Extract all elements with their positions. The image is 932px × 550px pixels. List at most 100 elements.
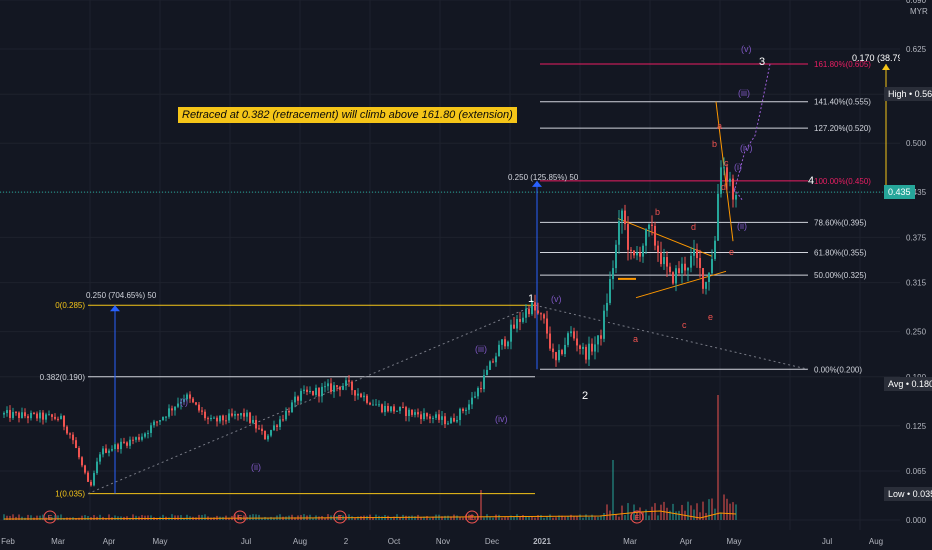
candle-body [678, 268, 680, 274]
candle-body [501, 339, 503, 345]
volume-bar [687, 501, 689, 520]
volume-bar [162, 514, 164, 520]
candle-body [51, 414, 53, 417]
candle-body [699, 258, 701, 269]
candle-body [432, 417, 434, 419]
time-tick-label: Apr [680, 537, 693, 546]
candle-body [291, 402, 293, 413]
candle-body [204, 411, 206, 419]
candle-body [636, 252, 638, 256]
event-marker-label: E [470, 515, 475, 522]
volume-bar [9, 515, 11, 520]
candle-body [60, 415, 62, 420]
volume-bar [519, 516, 521, 520]
volume-bar [171, 514, 173, 520]
volume-bar [108, 514, 110, 520]
candle-body [672, 272, 674, 284]
volume-bar [537, 515, 539, 520]
candle-body [285, 410, 287, 420]
candle-body [153, 421, 155, 426]
volume-bar [459, 517, 461, 520]
candle-body [732, 178, 734, 200]
candle-body [246, 412, 248, 417]
candle-body [489, 361, 491, 370]
event-marker [465, 510, 479, 524]
volume-bar [429, 517, 431, 520]
candle-body [483, 375, 485, 390]
wave-label: (iii) [475, 344, 487, 354]
candle-body [708, 273, 710, 282]
candle-body [255, 419, 257, 429]
candle-body [123, 441, 125, 443]
candle-body [234, 414, 236, 416]
candle-body [447, 423, 449, 425]
price-tick-label: 0.190 [906, 373, 927, 382]
candle-body [333, 385, 335, 392]
price-tick-label: 0.065 [906, 467, 927, 476]
time-tick-label: Aug [869, 537, 883, 546]
candle-body [420, 414, 422, 420]
volume-bars [3, 395, 737, 520]
candle-body [711, 258, 713, 274]
candle-body [45, 414, 47, 420]
candle-body [129, 439, 131, 446]
price-tick-label: 0.250 [906, 328, 927, 337]
volume-bar [348, 514, 350, 520]
candle-body [177, 403, 179, 407]
candle-body [27, 416, 29, 419]
candle-body [645, 228, 647, 246]
candle-body [147, 432, 149, 434]
candle-body [408, 409, 410, 417]
candle-body [315, 387, 317, 395]
candle-body [399, 406, 401, 411]
candle-body [552, 348, 554, 353]
fib-level-label: 161.80%(0.605) [814, 60, 871, 69]
currency-label: MYR [910, 7, 928, 16]
last-price-pill: 0.435 [884, 185, 915, 200]
volume-bar [261, 517, 263, 520]
volume-bar [228, 517, 230, 520]
candle-body [195, 402, 197, 405]
candle-body [384, 405, 386, 413]
candle-body [570, 331, 572, 334]
volume-bar [552, 517, 554, 520]
volume-bar [324, 517, 326, 520]
candle-body [669, 266, 671, 273]
wave-label: c [724, 158, 729, 168]
candle-body [321, 386, 323, 397]
candle-body [198, 404, 200, 411]
volume-bar [534, 517, 536, 520]
candle-body [429, 416, 431, 419]
candle-body [219, 415, 221, 422]
event-marker-label: E [48, 515, 53, 522]
candle-body [165, 416, 167, 418]
candle-body [75, 440, 77, 448]
volume-bar [729, 503, 731, 520]
price-tick-label: 0.000 [906, 516, 927, 525]
candle-body [180, 401, 182, 404]
measure-label: 0.170 (38.79%) [852, 53, 914, 63]
volume-bar [405, 515, 407, 520]
volume-bar [462, 517, 464, 520]
volume-bar [273, 517, 275, 520]
wave-label: (iv) [740, 143, 753, 153]
volume-bar [177, 515, 179, 520]
volume-bar [267, 517, 269, 520]
wave-label: a [633, 334, 638, 344]
candle-body [468, 404, 470, 410]
volume-bar [636, 512, 638, 520]
candle-body [588, 343, 590, 360]
volume-bar [663, 501, 665, 520]
volume-bar [585, 514, 587, 520]
volume-bar [588, 516, 590, 520]
volume-moving-average [3, 510, 737, 520]
volume-bar [582, 517, 584, 520]
volume-bar [720, 512, 722, 520]
candle-body [144, 433, 146, 437]
candle-body [504, 339, 506, 347]
candle-body [558, 350, 560, 361]
candle-body [609, 279, 611, 303]
volume-bar [651, 506, 653, 520]
